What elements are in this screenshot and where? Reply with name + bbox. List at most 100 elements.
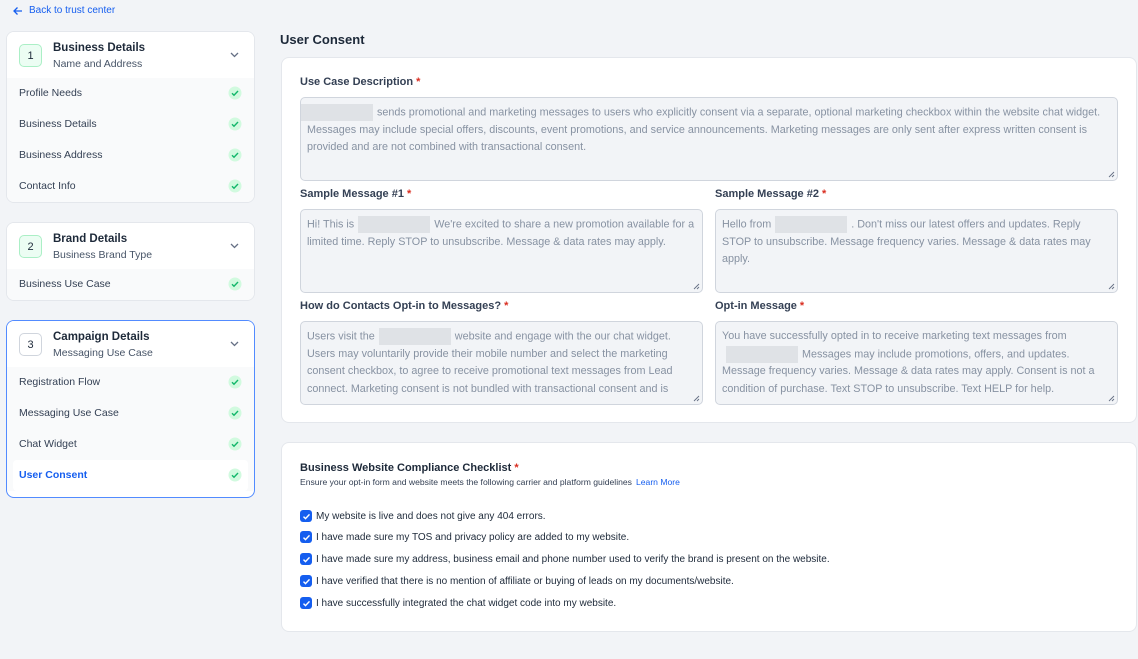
required-mark: * — [799, 300, 805, 312]
step-item-label: Business Details — [19, 118, 97, 130]
check-icon — [228, 468, 242, 482]
checklist-item[interactable]: I have successfully integrated the chat … — [300, 597, 616, 609]
step-item-label: Business Address — [19, 149, 103, 161]
field-text: You have successfully opted in to receiv… — [722, 330, 1067, 342]
field-label-text: Opt-in Message — [715, 300, 797, 312]
step-title: Business Details — [53, 42, 146, 54]
step-subtitle: Messaging Use Case — [53, 347, 153, 359]
check-icon — [228, 86, 242, 100]
step-item-label: Business Use Case — [19, 278, 111, 290]
required-mark: * — [406, 188, 412, 200]
step-number: 2 — [19, 235, 42, 258]
checkbox[interactable] — [300, 553, 312, 565]
step-item-label: Contact Info — [19, 180, 76, 192]
learn-more-link[interactable]: Learn More — [635, 477, 680, 487]
field-text: Hello from — [722, 218, 772, 231]
field-label-text: Sample Message #1 — [300, 188, 404, 200]
field-label: Opt-in Message * — [715, 300, 804, 312]
checklist-item[interactable]: My website is live and does not give any… — [300, 510, 546, 522]
step-subtitle: Business Brand Type — [53, 249, 153, 261]
step-header[interactable]: 1 Business Details Name and Address — [7, 32, 254, 78]
section-title: User Consent — [280, 32, 365, 47]
check-icon — [228, 406, 242, 420]
checklist-item[interactable]: I have made sure my address, business em… — [300, 553, 830, 565]
step-header[interactable]: 2 Brand Details Business Brand Type — [7, 223, 254, 269]
step-item[interactable]: Chat Widget — [7, 429, 254, 460]
chevron — [230, 52, 239, 58]
field-text: website and engage with the our chat wid… — [307, 330, 673, 395]
resize-grip — [1108, 283, 1115, 290]
step-item[interactable]: Profile Needs — [7, 78, 254, 109]
text-area[interactable]: Users visit the website and engage with t… — [300, 321, 703, 405]
checklist-item[interactable]: I have made sure my TOS and privacy poli… — [300, 531, 629, 543]
checkbox[interactable] — [300, 575, 312, 587]
checkbox[interactable] — [300, 510, 312, 522]
text-area[interactable]: Hi! This is We're excited to share a new … — [300, 209, 703, 293]
checklist-title: Business Website Compliance Checklist — [300, 462, 512, 474]
field-text: Messages may include promotions, offers,… — [722, 347, 1095, 395]
required-mark: * — [514, 462, 519, 474]
step-item-label: Registration Flow — [19, 376, 101, 388]
back-link[interactable]: Back to trust center — [13, 5, 115, 16]
step-item[interactable]: Registration Flow — [7, 367, 254, 398]
check-mark — [302, 534, 310, 541]
chevron — [230, 243, 239, 249]
checklist-item[interactable]: I have verified that there is no mention… — [300, 575, 734, 587]
redacted — [358, 216, 431, 233]
step-header[interactable]: 3 Campaign Details Messaging Use Case — [7, 321, 254, 367]
redacted — [378, 328, 451, 345]
field-text: Users visit the — [307, 330, 375, 343]
field-label-text: How do Contacts Opt-in to Messages? — [300, 300, 502, 312]
resize-grip — [693, 283, 700, 290]
step-item[interactable]: Business Use Case — [7, 269, 254, 300]
chevron — [230, 341, 239, 347]
check-icon — [228, 179, 242, 193]
step-item-label: Messaging Use Case — [19, 407, 119, 419]
checklist-text: I have made sure my TOS and privacy poli… — [316, 531, 630, 543]
check-icon — [228, 117, 242, 131]
step-card: 3 Campaign Details Messaging Use Case Regis… — [6, 320, 255, 498]
step-item-label: Profile Needs — [19, 87, 83, 99]
field-label-text: Sample Message #2 — [715, 188, 819, 200]
field-text: . Don't miss our latest offers and updat… — [722, 218, 1091, 266]
text-area[interactable]: You have successfully opted in to receiv… — [715, 321, 1118, 405]
checklist-text: I have verified that there is no mention… — [316, 575, 734, 587]
step-items: Business Use Case — [7, 269, 254, 300]
checklist-card — [281, 442, 1137, 632]
step-item-label: User Consent — [19, 469, 88, 481]
step-title: Campaign Details — [53, 331, 150, 343]
step-item[interactable]: User Consent — [13, 460, 248, 491]
field-label: Sample Message #2 * — [715, 188, 826, 200]
step-card: 1 Business Details Name and Address Profile… — [6, 31, 255, 203]
checklist-description: Ensure your opt-in form and website meet… — [300, 477, 632, 487]
step-item[interactable]: Business Address — [7, 140, 254, 171]
check-mark — [302, 513, 310, 520]
checklist-header: Business Website Compliance Checklist * E… — [300, 462, 680, 487]
required-mark: * — [504, 300, 509, 312]
field-text: Hi! This is — [307, 218, 355, 231]
step-item[interactable]: Business Details — [7, 109, 254, 140]
required-mark: * — [821, 188, 827, 200]
check-mark — [302, 578, 310, 585]
check-icon — [228, 148, 242, 162]
checklist-text: My website is live and does not give any… — [316, 510, 546, 522]
step-item[interactable]: Contact Info — [7, 171, 254, 202]
redacted — [775, 216, 848, 233]
check-icon — [228, 277, 242, 291]
step-item-label: Chat Widget — [19, 438, 77, 450]
step-subtitle: Name and Address — [53, 58, 143, 70]
step-item[interactable]: Messaging Use Case — [7, 398, 254, 429]
checkbox[interactable] — [300, 597, 312, 609]
resize-grip — [693, 395, 700, 402]
required-mark: * — [416, 76, 421, 88]
field-label-text: Use Case Description — [300, 76, 414, 88]
step-items: Profile Needs Business Details Business Ad… — [7, 78, 254, 202]
step-card: 2 Brand Details Business Brand Type Busines… — [6, 222, 255, 301]
check-mark — [302, 556, 310, 563]
checkbox[interactable] — [300, 531, 312, 543]
redacted — [301, 104, 373, 121]
text-area[interactable]: Hello from. Don't miss our latest offers… — [715, 209, 1118, 293]
text-area[interactable]: sends promotional and marketing messages… — [300, 97, 1118, 181]
redacted — [726, 345, 798, 363]
